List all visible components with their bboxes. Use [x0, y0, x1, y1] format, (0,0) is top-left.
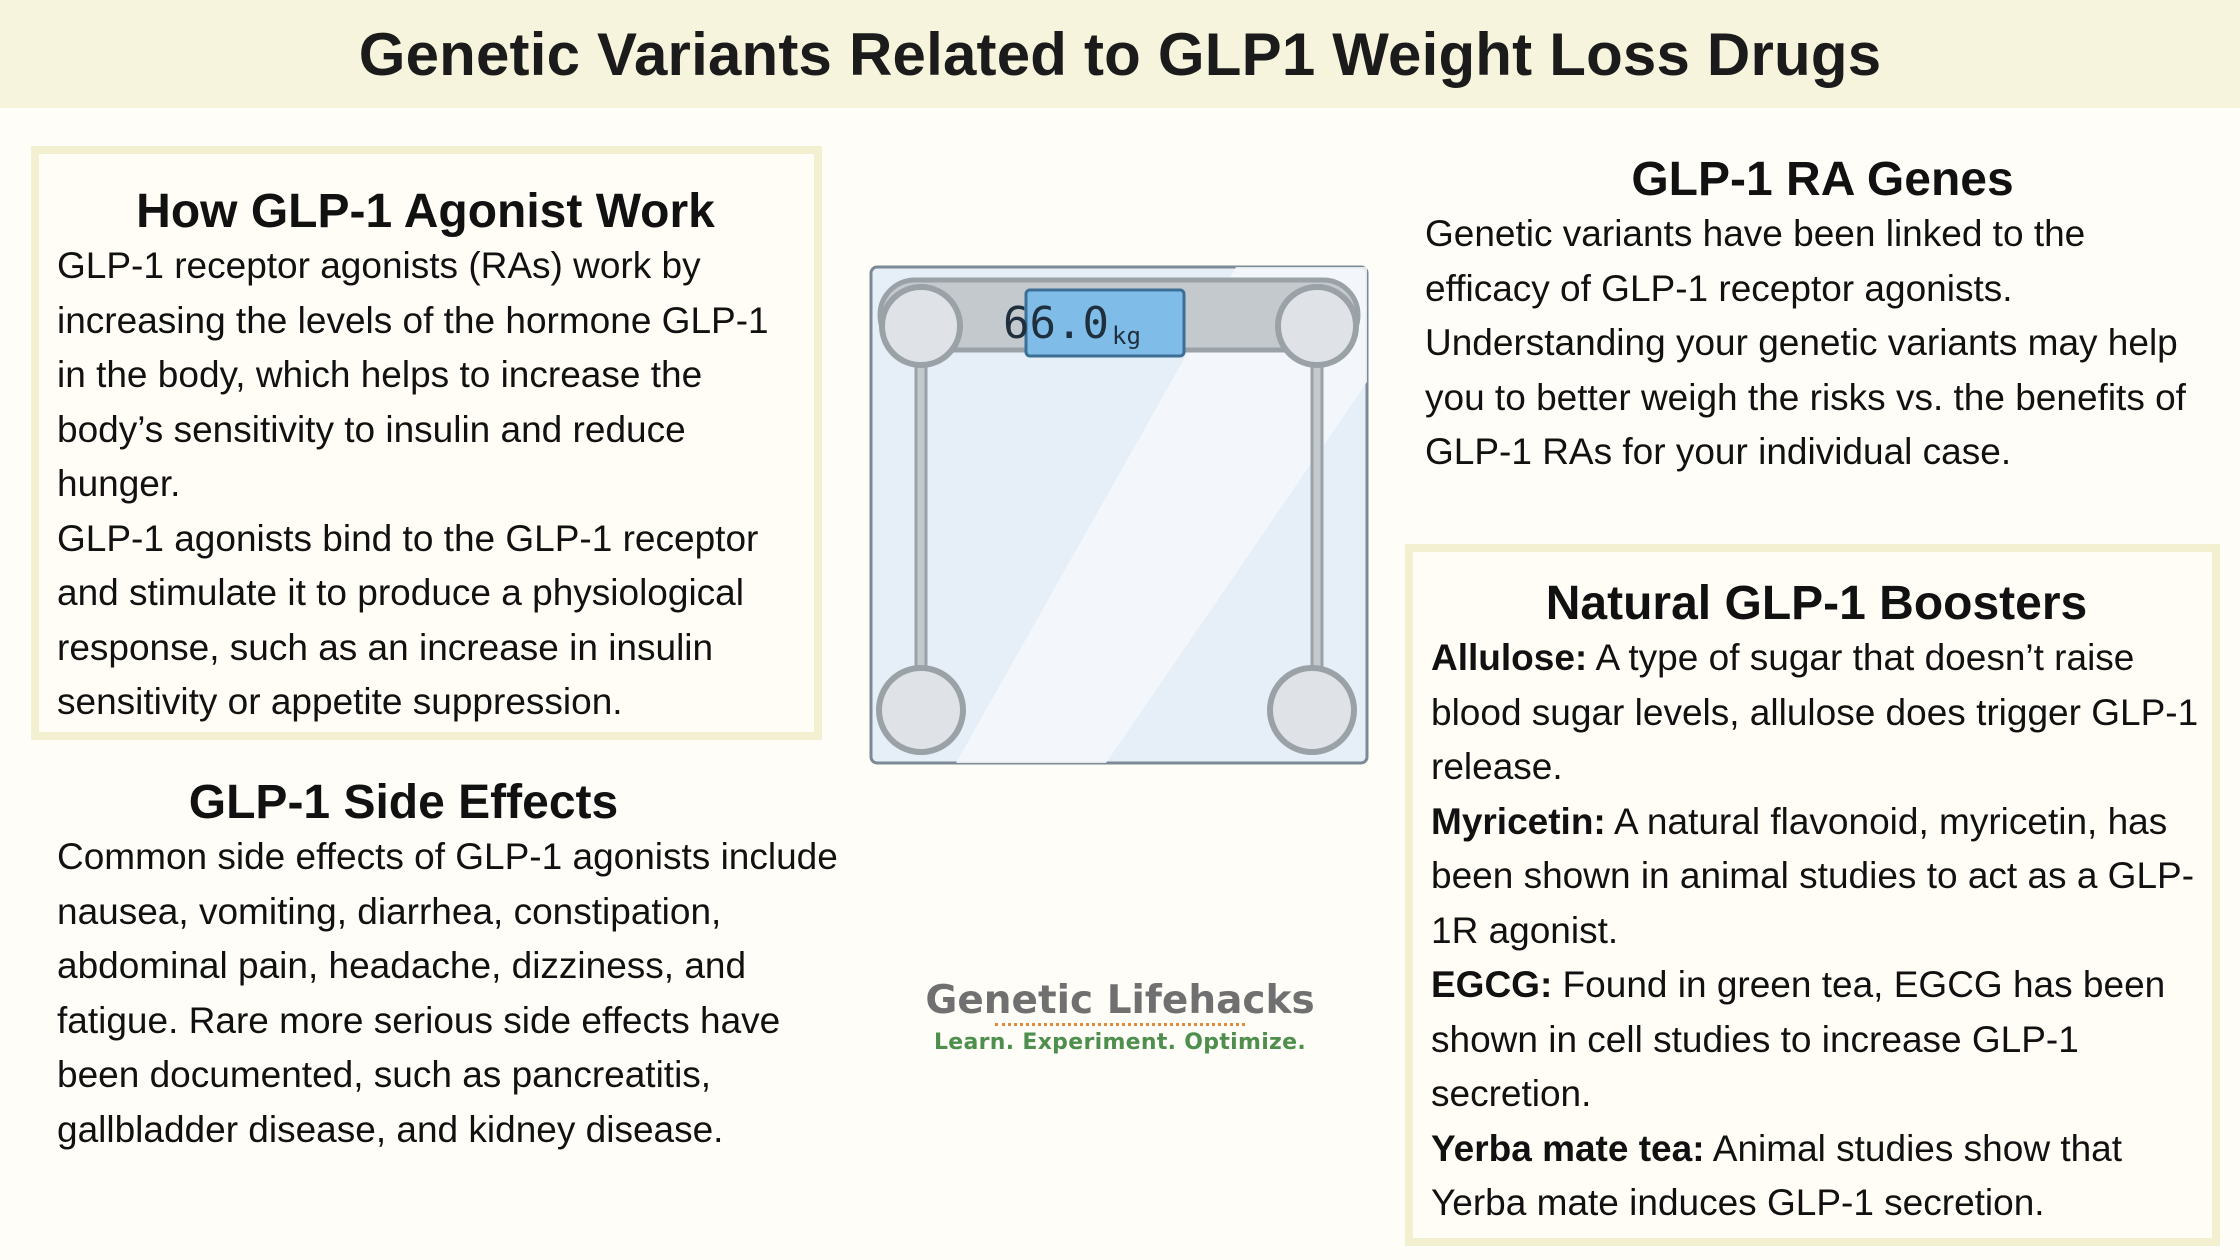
genes-panel: GLP-1 RA Genes Genetic variants have bee… — [1410, 152, 2220, 492]
scale-reading: 66.0 — [1003, 298, 1109, 349]
scale-foot-top-left — [879, 284, 963, 368]
scale-foot-top-right — [1275, 284, 1359, 368]
booster-item-myricetin: Myricetin: A natural flavonoid, myriceti… — [1431, 795, 2202, 959]
logo-title: Genetic Lifehacks — [925, 978, 1315, 1023]
side-effects-panel: GLP-1 Side Effects Common side effects o… — [40, 775, 860, 1175]
logo-dotted-rule — [995, 1022, 1245, 1030]
logo-tagline: Learn. Experiment. Optimize. — [933, 1029, 1307, 1055]
how-it-works-panel: How GLP-1 Agonist Work GLP-1 receptor ag… — [31, 146, 822, 740]
genes-text: Genetic variants have been linked to the… — [1425, 213, 2186, 473]
scale-left-post — [914, 330, 928, 704]
bathroom-scale-illustration: 66.0 kg — [869, 265, 1369, 765]
booster-name: Yerba mate tea: — [1431, 1127, 1705, 1169]
how-it-works-paragraph-1: GLP-1 receptor agonists (RAs) work by in… — [57, 245, 769, 505]
scale-glare — [956, 267, 1367, 763]
genes-title: GLP-1 RA Genes — [1631, 153, 2014, 206]
booster-text: A natural flavonoid, myricetin, has been… — [1431, 800, 2195, 951]
how-it-works-paragraph-2: GLP-1 agonists bind to the GLP-1 recepto… — [57, 517, 759, 723]
booster-item-egcg: EGCG: Found in green tea, EGCG has been … — [1431, 958, 2202, 1122]
booster-item-yerba-mate: Yerba mate tea: Animal studies show that… — [1431, 1122, 2202, 1231]
side-effects-text: Common side effects of GLP-1 agonists in… — [57, 836, 838, 1150]
booster-item-allulose: Allulose: A type of sugar that doesn’t r… — [1431, 631, 2202, 795]
booster-name: EGCG: — [1431, 964, 1553, 1006]
booster-name: Allulose: — [1431, 637, 1588, 679]
genetic-lifehacks-logo: Genetic Lifehacks Learn. Experiment. Opt… — [900, 978, 1340, 1056]
scale-foot-bottom-left — [876, 665, 966, 755]
scale-display — [1024, 288, 1186, 358]
header-banner: Genetic Variants Related to GLP1 Weight … — [0, 0, 2240, 108]
how-it-works-title: How GLP-1 Agonist Work — [136, 185, 715, 238]
booster-name: Myricetin: — [1431, 800, 1606, 842]
boosters-title: Natural GLP-1 Boosters — [1545, 577, 2088, 630]
scale-right-post — [1310, 330, 1324, 704]
side-effects-title: GLP-1 Side Effects — [188, 776, 619, 829]
page-title: Genetic Variants Related to GLP1 Weight … — [358, 20, 1882, 88]
booster-text: Found in green tea, EGCG has been shown … — [1431, 964, 2166, 1115]
boosters-panel: Natural GLP-1 Boosters Allulose: A type … — [1405, 544, 2220, 1246]
booster-text: A type of sugar that doesn’t raise blood… — [1431, 637, 2199, 788]
scale-unit: kg — [1112, 322, 1141, 350]
booster-text: Animal studies show that Yerba mate indu… — [1431, 1127, 2123, 1224]
scale-foot-bottom-right — [1267, 665, 1357, 755]
